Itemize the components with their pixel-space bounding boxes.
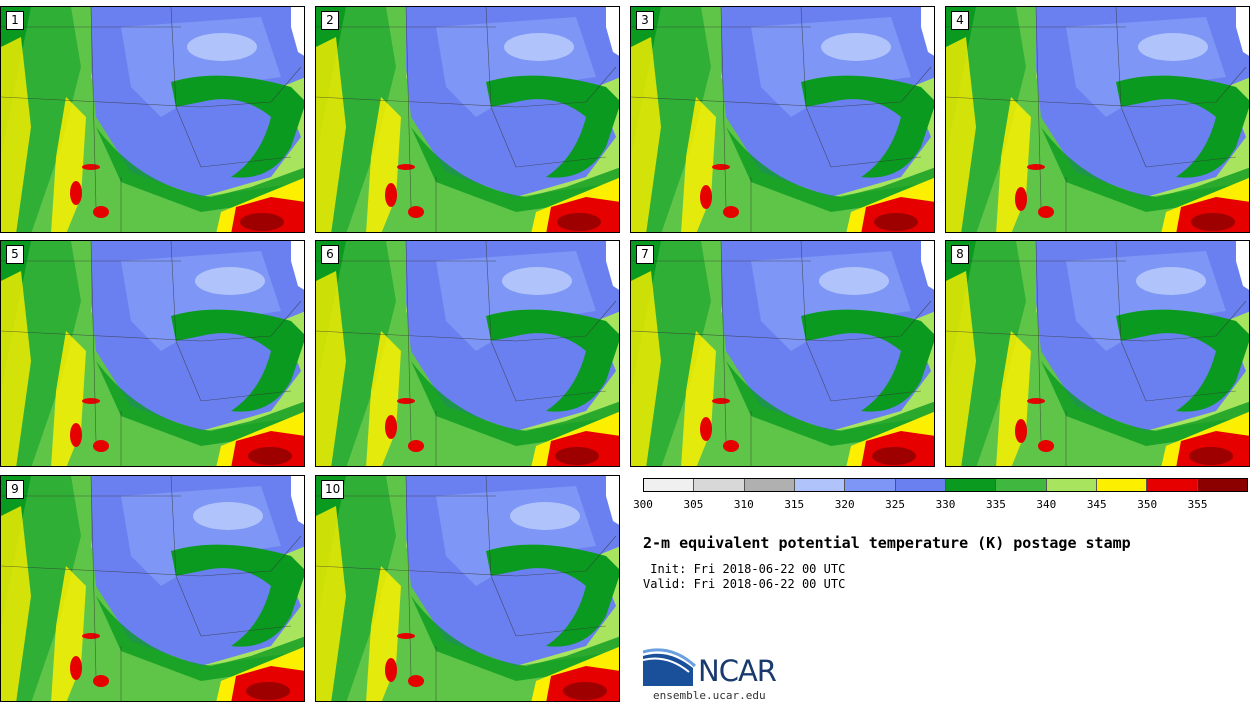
ensemble-member-map: 2 (315, 6, 620, 233)
member-number-label: 8 (951, 245, 969, 264)
member-number-label: 4 (951, 11, 969, 30)
color-scale-tick-label: 300 (633, 498, 653, 511)
color-swatch (945, 479, 997, 491)
color-swatch (694, 479, 745, 491)
color-swatch (1147, 479, 1198, 491)
member-number-label: 3 (636, 11, 654, 30)
member-number-label: 5 (6, 245, 24, 264)
member-number-label: 6 (321, 245, 339, 264)
color-swatch (744, 479, 795, 491)
figure-title: 2-m equivalent potential temperature (K)… (643, 534, 1131, 552)
member-number-label: 9 (6, 480, 24, 499)
init-time: Init: Fri 2018-06-22 00 UTC (643, 562, 846, 576)
color-swatch (1096, 479, 1148, 491)
ncar-swoosh-icon (643, 648, 697, 686)
color-scale-tick-label: 310 (733, 498, 754, 511)
color-swatch (1046, 479, 1097, 491)
ensemble-member-map: 6 (315, 240, 620, 467)
color-scale-tick-label: 320 (834, 498, 855, 511)
color-scale-ticks: 300 305 310 315 320 325 330 335 340 345 350 355 (633, 498, 1248, 512)
ensemble-member-map: 8 (945, 240, 1250, 467)
ensemble-member-map: 3 (630, 6, 935, 233)
color-scale-tick-label: 350 (1137, 498, 1158, 511)
ensemble-member-map: 10 (315, 475, 620, 702)
member-number-label: 1 (6, 11, 24, 30)
valid-time: Valid: Fri 2018-06-22 00 UTC (643, 577, 846, 591)
color-swatch (996, 479, 1047, 491)
ensemble-member-map: 9 (0, 475, 305, 702)
ensemble-member-map: 4 (945, 6, 1250, 233)
color-swatch (794, 479, 846, 491)
color-scale-tick-label: 335 (985, 498, 1006, 511)
color-scale-tick-label: 315 (784, 498, 805, 511)
color-swatch (644, 479, 695, 491)
member-number-label: 7 (636, 245, 654, 264)
color-scale-tick-label: 305 (683, 498, 704, 511)
ensemble-member-map: 7 (630, 240, 935, 467)
color-swatch (895, 479, 946, 491)
logo-url: ensemble.ucar.edu (653, 689, 766, 702)
color-scale-tick-label: 355 (1187, 498, 1208, 511)
ncar-logo-text: NCAR (698, 654, 777, 688)
color-scale-bar (643, 478, 1248, 492)
color-swatch (1197, 479, 1247, 491)
ensemble-member-map: 1 (0, 6, 305, 233)
color-swatch (845, 479, 896, 491)
color-scale-tick-label: 340 (1036, 498, 1057, 511)
color-scale-tick-label: 345 (1086, 498, 1107, 511)
member-number-label: 10 (321, 480, 345, 499)
color-scale-tick-label: 325 (885, 498, 906, 511)
member-number-label: 2 (321, 11, 339, 30)
color-scale-tick-label: 330 (935, 498, 956, 511)
ensemble-member-map: 5 (0, 240, 305, 467)
